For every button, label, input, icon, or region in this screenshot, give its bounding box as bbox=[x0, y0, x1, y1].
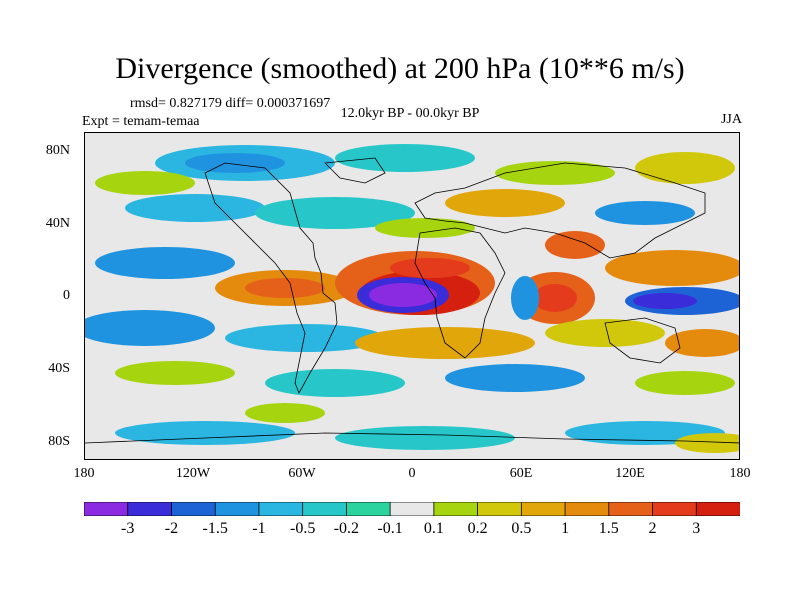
plot-title: Divergence (smoothed) at 200 hPa (10**6 … bbox=[115, 52, 685, 85]
colorbar-label: 0.5 bbox=[511, 520, 532, 537]
lat-label-80n: 80N bbox=[45, 143, 70, 158]
colorbar-swatch bbox=[652, 502, 698, 516]
colorbar-label: 2 bbox=[648, 520, 657, 537]
stats-line: rmsd= 0.827179 diff= 0.000371697 bbox=[130, 96, 331, 111]
colorbar-label: -1 bbox=[252, 520, 266, 537]
lat-label-0: 0 bbox=[63, 288, 70, 303]
colorbar-label: -0.1 bbox=[377, 520, 403, 537]
colorbar-swatch bbox=[564, 502, 610, 516]
colorbar-swatch bbox=[695, 502, 740, 516]
colorbar-label: 0.1 bbox=[423, 520, 444, 537]
lat-label-40n: 40N bbox=[45, 216, 70, 231]
colorbar bbox=[84, 502, 740, 516]
lon-label-120w: 120W bbox=[175, 466, 211, 481]
colorbar-label: -0.2 bbox=[333, 520, 360, 537]
colorbar-swatch bbox=[520, 502, 566, 516]
lon-label-0: 0 bbox=[408, 466, 416, 481]
colorbar-label: -2 bbox=[164, 520, 179, 537]
period-label: 12.0kyr BP - 00.0kyr BP bbox=[340, 106, 480, 121]
colorbar-label: -0.5 bbox=[289, 520, 316, 537]
coastlines bbox=[85, 157, 739, 444]
colorbar-swatch bbox=[433, 502, 479, 516]
divergence-map bbox=[85, 133, 739, 459]
colorbar-swatch bbox=[389, 502, 435, 516]
colorbar-label: 3 bbox=[692, 520, 701, 537]
colorbar-swatch bbox=[84, 502, 129, 516]
divergence-field bbox=[85, 144, 739, 453]
colorbar-label: -1.5 bbox=[202, 520, 228, 537]
colorbar-swatch bbox=[477, 502, 523, 516]
colorbar-swatch bbox=[258, 502, 304, 516]
map-panel bbox=[84, 132, 740, 460]
lon-label-60w: 60W bbox=[288, 466, 316, 481]
experiment-label: Expt = temam-temaa bbox=[82, 114, 200, 129]
colorbar-swatch bbox=[214, 502, 260, 516]
colorbar-label: 1.5 bbox=[598, 520, 619, 537]
colorbar-label: 0.2 bbox=[467, 520, 488, 537]
lon-label-120e: 120E bbox=[615, 466, 645, 481]
lon-label-180w: 180 bbox=[73, 466, 95, 481]
colorbar-swatch bbox=[608, 502, 654, 516]
colorbar-label: -3 bbox=[121, 520, 135, 537]
colorbar-label: 1 bbox=[561, 520, 570, 537]
lon-label-180e: 180 bbox=[729, 466, 751, 481]
colorbar-swatch bbox=[302, 502, 348, 516]
colorbar-swatch bbox=[127, 502, 173, 516]
lat-label-40s: 40S bbox=[48, 361, 70, 376]
colorbar-swatch bbox=[345, 502, 392, 516]
lon-label-60e: 60E bbox=[509, 466, 533, 481]
season-label: JJA bbox=[720, 112, 742, 127]
colorbar-swatch bbox=[171, 502, 217, 516]
lat-label-80s: 80S bbox=[48, 434, 70, 449]
